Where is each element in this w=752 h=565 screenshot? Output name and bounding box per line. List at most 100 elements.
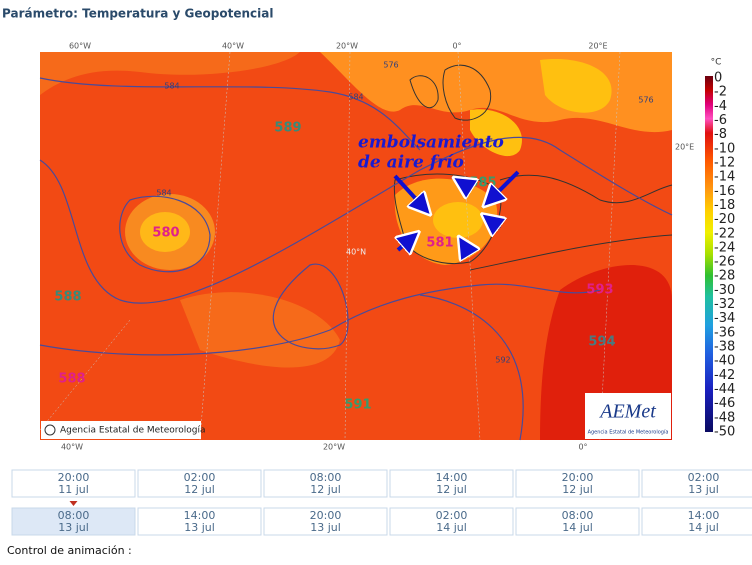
button-date[interactable]: 14 jul <box>436 521 467 534</box>
warm-region <box>180 292 340 368</box>
button-frame[interactable] <box>389 469 514 498</box>
button-date[interactable]: 12 jul <box>184 483 215 496</box>
longitude-label: 60°W <box>69 42 91 51</box>
contour-label: 589 <box>274 121 301 136</box>
button-date[interactable]: 12 jul <box>310 483 341 496</box>
colorbar-tick-label: -14 <box>714 170 735 185</box>
copyright-icon <box>44 424 56 436</box>
annotation: de aire frío <box>358 153 464 173</box>
warm-region <box>470 109 522 157</box>
geopotential-contour <box>39 77 673 441</box>
logo-box <box>585 393 671 439</box>
contour-label: 576 <box>383 61 398 70</box>
contour-label: 584 <box>156 189 171 198</box>
map: 60°W 40°W 20°W 0° 20°E 40°W 20°W 0° 20°E… <box>39 42 694 452</box>
button-date[interactable]: 14 jul <box>562 521 593 534</box>
colorbar-tick-label: -12 <box>714 155 735 170</box>
logo: AEMet <box>598 401 656 423</box>
longitude-label: 0° <box>578 443 587 452</box>
colorbar-tick-label: -6 <box>714 113 727 128</box>
latitude-label: 40°N <box>346 248 366 257</box>
button-frame[interactable] <box>263 469 388 498</box>
button-time[interactable]: 14:00 <box>184 509 216 522</box>
copyright-box <box>41 421 201 439</box>
longitude-label: 0° <box>452 42 461 51</box>
colorbar-tick-label: -46 <box>714 396 735 411</box>
colorbar-tick-label: -30 <box>714 283 735 298</box>
contour-label: 588 <box>54 290 81 305</box>
colorbar-tick-label: -2 <box>714 85 727 100</box>
contour-label: 592 <box>495 356 510 365</box>
button-time[interactable]: 02:00 <box>436 509 468 522</box>
colorbar-tick-label: -18 <box>714 198 735 213</box>
button-date[interactable]: 11 jul <box>58 483 89 496</box>
warm-region <box>540 59 612 113</box>
button-time[interactable]: 08:00 <box>310 471 342 484</box>
button-frame[interactable] <box>137 507 262 536</box>
colorbar: °C 0-2-4-6-8-10-12-14-16-18-20-22-24-26-… <box>705 58 735 440</box>
longitude-label: 20°W <box>336 42 358 51</box>
button-frame[interactable] <box>641 507 752 536</box>
colorbar-tick-label: -10 <box>714 141 735 156</box>
button-time[interactable]: 02:00 <box>688 471 720 484</box>
button-frame[interactable] <box>137 469 262 498</box>
button-frame[interactable] <box>11 469 136 498</box>
logo-caption: Agencia Estatal de Meteorología <box>588 429 669 436</box>
button-frame[interactable] <box>263 507 388 536</box>
button-time[interactable]: 20:00 <box>310 509 342 522</box>
button-frame[interactable] <box>11 507 136 536</box>
longitude-label: 20°W <box>323 443 345 452</box>
contour-label: 593 <box>586 283 613 298</box>
page-title: Parámetro: Temperatura y Geopotencial <box>2 7 273 21</box>
button-date[interactable]: 13 jul <box>310 521 341 534</box>
button-time[interactable]: 20:00 <box>562 471 594 484</box>
colorbar-tick-label: -36 <box>714 325 735 340</box>
arrow <box>398 236 414 250</box>
colorbar-tick-label: -44 <box>714 382 735 397</box>
contour-label: 584 <box>164 82 179 91</box>
button-time[interactable]: 02:00 <box>184 471 216 484</box>
button-date[interactable]: 12 jul <box>562 483 593 496</box>
contour-label: 580 <box>152 226 179 241</box>
warm-region <box>140 212 190 252</box>
button-frame[interactable] <box>641 469 752 498</box>
button-date[interactable]: 13 jul <box>184 521 215 534</box>
colorbar-tick-label: 0 <box>714 71 722 86</box>
button-date[interactable]: 13 jul <box>58 521 89 534</box>
button-frame[interactable] <box>515 469 640 498</box>
button-time[interactable]: 20:00 <box>58 471 90 484</box>
button-date[interactable]: 12 jul <box>436 483 467 496</box>
button-time[interactable]: 14:00 <box>688 509 720 522</box>
contour-label: 591 <box>344 398 371 413</box>
arrow <box>393 174 426 210</box>
colorbar-tick-label: -8 <box>714 127 727 142</box>
arrow <box>487 218 500 228</box>
colorbar-tick-label: -42 <box>714 368 735 383</box>
colorbar-tick-label: -34 <box>714 311 735 326</box>
contour-label: 576 <box>638 96 653 105</box>
longitude-label: 20°E <box>588 42 607 51</box>
button-time[interactable]: 08:00 <box>562 509 594 522</box>
button-frame[interactable] <box>389 507 514 536</box>
button-time[interactable]: 08:00 <box>58 509 90 522</box>
button-time[interactable]: 14:00 <box>436 471 468 484</box>
arrows <box>393 170 520 255</box>
button-date[interactable]: 13 jul <box>688 483 719 496</box>
button-date[interactable]: 14 jul <box>688 521 719 534</box>
colorbar-tick-label: -16 <box>714 184 735 199</box>
button-frame[interactable] <box>515 507 640 536</box>
